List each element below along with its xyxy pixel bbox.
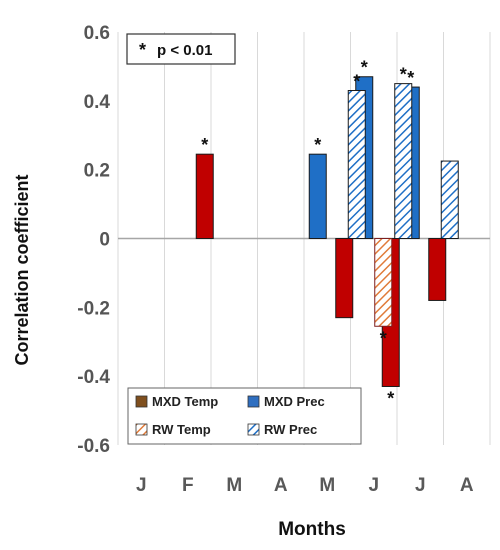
x-tick-label: J bbox=[368, 475, 379, 496]
y-tick-label: 0.6 bbox=[84, 23, 110, 44]
legend-label: RW Temp bbox=[152, 422, 211, 437]
legend-item: MXD Temp bbox=[135, 394, 218, 409]
bars bbox=[195, 76, 459, 387]
bar-mxd-temp bbox=[195, 153, 214, 239]
bar-mxd-temp bbox=[428, 238, 447, 301]
x-tick-label: A bbox=[274, 475, 288, 496]
x-tick-label: J bbox=[415, 475, 426, 496]
y-tick-label: 0.2 bbox=[84, 161, 110, 182]
bar-rw-temp bbox=[374, 238, 393, 327]
y-tick-label: -0.2 bbox=[77, 298, 110, 319]
significance-note-marker: * bbox=[139, 40, 146, 60]
significance-star: * bbox=[387, 388, 394, 408]
x-tick-label: J bbox=[136, 475, 147, 496]
significance-star: * bbox=[353, 72, 360, 92]
y-tick-label: 0.4 bbox=[84, 92, 111, 113]
y-tick-label: -0.6 bbox=[77, 436, 110, 457]
significance-star: * bbox=[314, 135, 321, 155]
bar-mxd-temp bbox=[335, 238, 354, 319]
significance-star: * bbox=[407, 68, 414, 88]
significance-star: * bbox=[361, 58, 368, 78]
x-tick-label: A bbox=[460, 475, 474, 496]
x-tick-label: M bbox=[226, 475, 242, 496]
legend-item: MXD Prec bbox=[247, 394, 325, 409]
legend-swatch bbox=[247, 423, 260, 436]
bar-rw-prec bbox=[440, 160, 459, 239]
legend-swatch bbox=[135, 423, 148, 436]
legend-label: RW Prec bbox=[264, 422, 317, 437]
y-tick-label: 0 bbox=[99, 230, 110, 251]
x-tick-label: M bbox=[319, 475, 335, 496]
y-tick-label: -0.4 bbox=[77, 367, 110, 388]
legend-swatch bbox=[247, 395, 260, 408]
significance-star: * bbox=[380, 328, 387, 348]
legend-swatch bbox=[135, 395, 148, 408]
legend-label: MXD Temp bbox=[152, 394, 218, 409]
axes: 0.6 0.4 0.2 0 -0.2 -0.4 -0.6 J F M A M J J A bbox=[77, 23, 490, 496]
significance-markers: ******* * bbox=[201, 58, 414, 409]
legend-item: RW Temp bbox=[135, 422, 211, 437]
bar-mxd-prec bbox=[308, 153, 327, 239]
legend-item: RW Prec bbox=[247, 422, 317, 437]
significance-star: * bbox=[201, 135, 208, 155]
x-axis-label: Months bbox=[278, 519, 346, 540]
x-tick-label: F bbox=[182, 475, 194, 496]
significance-star: * bbox=[400, 65, 407, 85]
significance-note-text: p < 0.01 bbox=[157, 42, 212, 59]
legend-label: MXD Prec bbox=[264, 394, 325, 409]
significance-note-box: * p < 0.01 bbox=[126, 33, 236, 65]
bar-rw-prec bbox=[394, 83, 413, 239]
bar-rw-prec bbox=[347, 90, 366, 239]
legend: MXD Temp MXD Prec RW Temp RW Prec bbox=[127, 387, 362, 445]
y-axis-label: Correlation coefficient bbox=[12, 174, 32, 365]
